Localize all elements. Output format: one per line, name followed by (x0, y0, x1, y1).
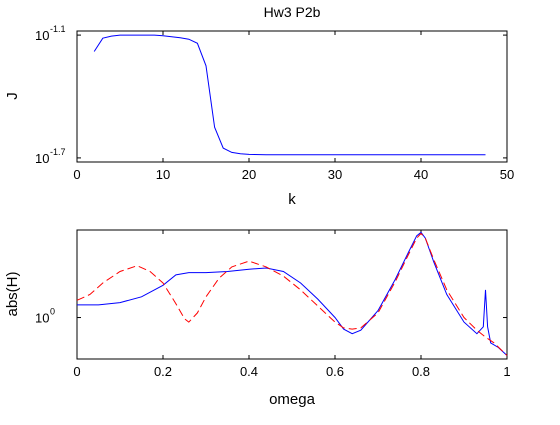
bottom-plot-series-solid-blue-line (77, 231, 508, 356)
top-plot-x-tick-label: 30 (328, 167, 342, 182)
bottom-plot-x-tick-label: 0.2 (154, 364, 172, 379)
bottom-plot-series-dashed-red-line (76, 232, 508, 356)
top-plot-x-tick-label: 10 (156, 167, 170, 182)
bottom-plot-x-tick-label: 1 (503, 364, 510, 379)
bottom-plot-x-tick-label: 0.6 (326, 364, 344, 379)
top-plot-y-tick-label: 10 (35, 28, 49, 43)
top-plot-x-tick-label: 40 (414, 167, 428, 182)
top-plot-x-ticks: 0 10 20 30 40 50 (73, 31, 514, 182)
bottom-plot-background (76, 229, 508, 360)
top-plot-y-axis-label: J (4, 92, 21, 100)
top-plot-series (93, 34, 486, 156)
top-plot-title: Hw3 P2b (264, 4, 321, 20)
top-plot-x-tick-label: 50 (500, 167, 514, 182)
bottom-plot-series (76, 231, 508, 356)
bottom-plot-x-tick-label: 0.4 (240, 364, 258, 379)
bottom-plot-y-tick-label: 10 (35, 311, 49, 326)
top-plot-x-tick-label: 0 (73, 167, 80, 182)
top-plot-series-solid-blue-line (93, 34, 486, 156)
bottom-plot-y-ticks: 10 0 (35, 307, 507, 326)
top-plot-y-tick-label: 10 (35, 151, 49, 166)
bottom-plot: omega abs(H) 0 0.2 0.4 0.6 0.8 1 10 0 (4, 229, 511, 408)
bottom-plot-y-axis-label: abs(H) (4, 271, 21, 316)
top-plot: Hw3 P2b k J 0 10 20 30 40 50 10 -1.110 -1.7 (4, 4, 514, 208)
top-plot-x-axis-label: k (288, 191, 296, 208)
bottom-plot-x-axis-label: omega (269, 391, 316, 408)
bottom-plot-x-ticks: 0 0.2 0.4 0.6 0.8 1 (73, 230, 511, 379)
bottom-plot-x-tick-label: 0 (73, 364, 80, 379)
top-plot-y-ticks: 10 -1.110 -1.7 (35, 24, 507, 166)
top-plot-background (76, 30, 508, 163)
top-plot-x-tick-label: 20 (242, 167, 256, 182)
top-plot-y-tick-exponent: -1.1 (50, 24, 66, 34)
bottom-plot-x-tick-label: 0.8 (412, 364, 430, 379)
bottom-plot-y-tick-exponent: 0 (50, 307, 55, 317)
top-plot-y-tick-exponent: -1.7 (50, 147, 66, 157)
